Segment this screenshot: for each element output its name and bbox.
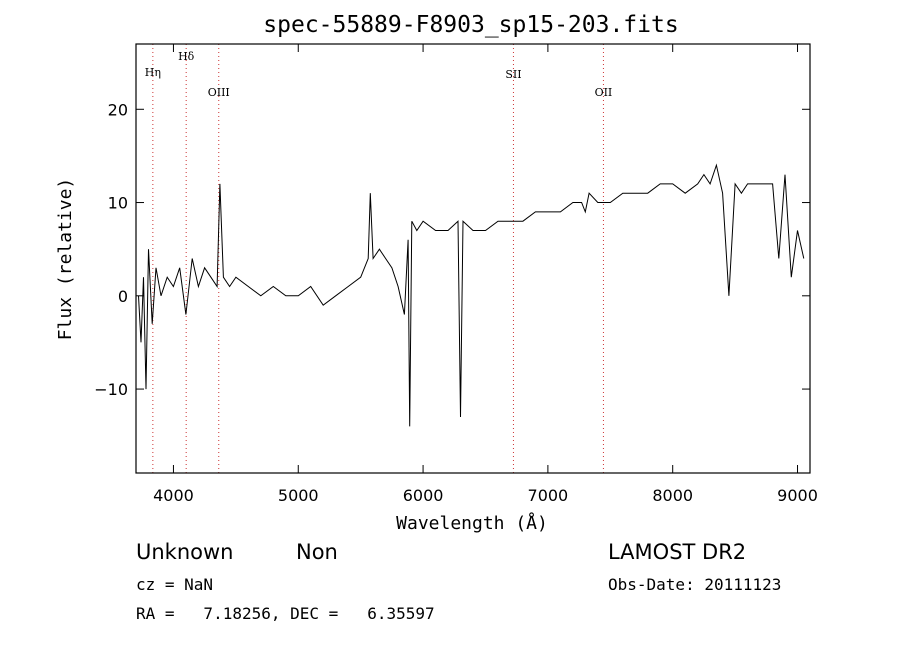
marker-label-1: Hδ — [178, 50, 195, 63]
emission-line-markers: Hη Hδ OIII SII OII — [145, 44, 613, 473]
y-tick-label: 0 — [118, 287, 128, 306]
x-tick-label: 6000 — [403, 486, 444, 505]
y-tick-label: 10 — [108, 194, 128, 213]
coordinates: RA = 7.18256, DEC = 6.35597 — [136, 604, 435, 623]
y-axis: −10 0 10 20 — [94, 100, 810, 399]
x-tick-label: 5000 — [278, 486, 319, 505]
observation-date: Obs-Date: 20111123 — [608, 575, 782, 594]
y-tick-label: 20 — [108, 100, 128, 119]
redshift-cz: cz = NaN — [136, 575, 214, 594]
marker-label-4: OII — [595, 86, 613, 99]
spectrum-line — [138, 163, 805, 427]
object-class: Unknown — [136, 540, 234, 564]
y-axis-label: Flux (relative) — [55, 178, 76, 341]
survey-release: LAMOST DR2 — [608, 540, 747, 564]
x-axis: 4000 5000 6000 7000 8000 9000 — [153, 44, 818, 505]
marker-label-0: Hη — [145, 66, 161, 79]
x-tick-label: 4000 — [153, 486, 194, 505]
y-tick-label: −10 — [94, 380, 128, 399]
x-tick-label: 9000 — [777, 486, 818, 505]
marker-label-2: OIII — [208, 86, 230, 99]
chart-title: spec-55889-F8903_sp15-203.fits — [263, 12, 678, 38]
x-tick-label: 8000 — [652, 486, 693, 505]
spectrum-chart: spec-55889-F8903_sp15-203.fits Hη Hδ OIII S… — [55, 12, 818, 534]
x-axis-label: Wavelength (Å) — [396, 512, 548, 534]
object-subclass: Non — [296, 540, 338, 564]
plot-frame — [135, 43, 811, 474]
x-tick-label: 7000 — [528, 486, 569, 505]
marker-label-3: SII — [505, 68, 521, 81]
